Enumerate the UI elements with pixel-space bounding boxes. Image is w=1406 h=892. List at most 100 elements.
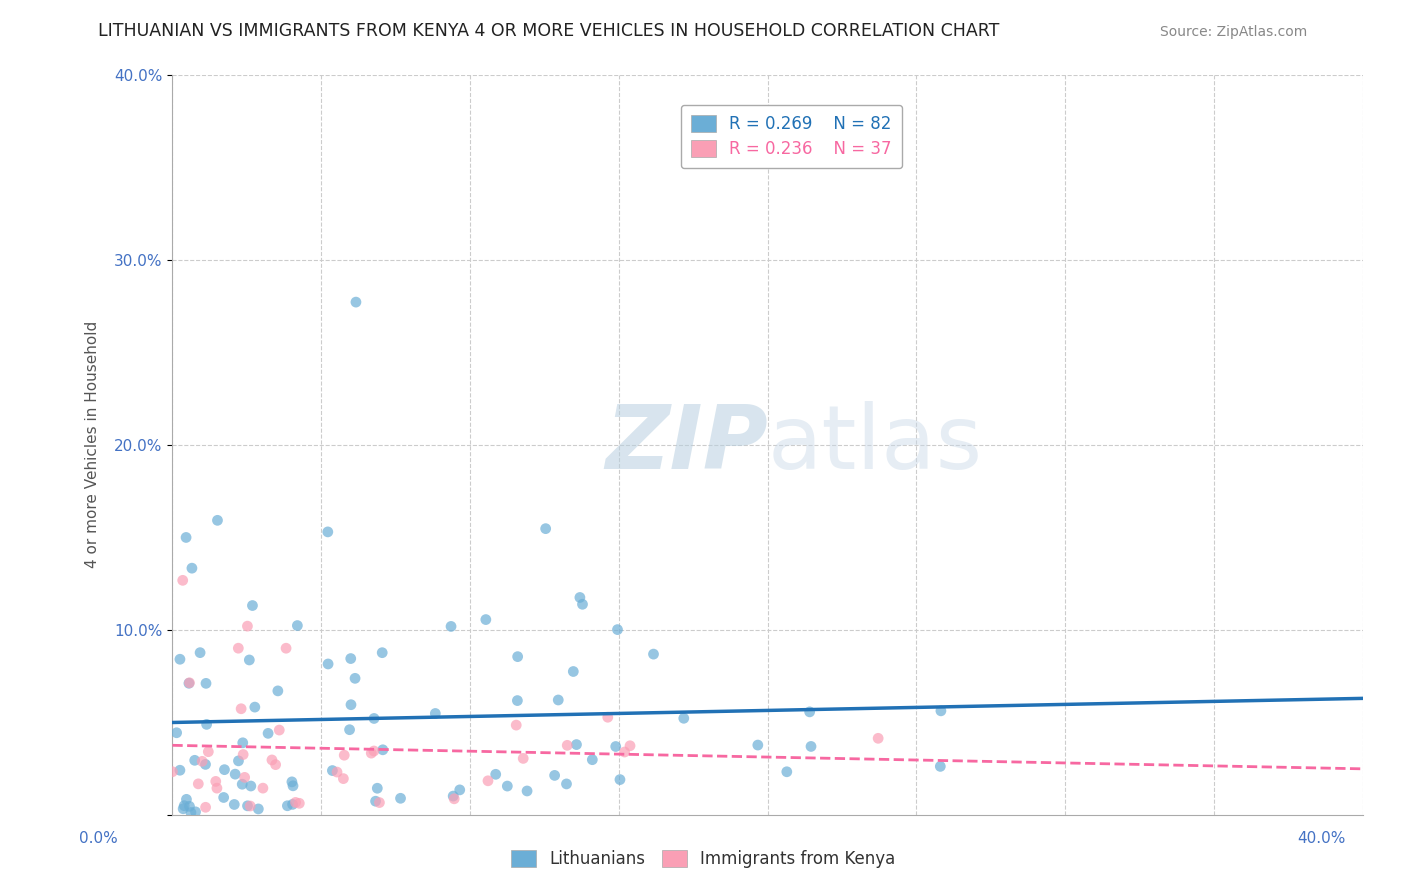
Point — [281, 797, 304, 812]
Point — [174, 531, 197, 545]
Point — [547, 693, 569, 707]
Point — [371, 743, 394, 757]
Text: ZIP: ZIP — [605, 401, 768, 488]
Point — [441, 789, 464, 803]
Point — [269, 723, 291, 737]
Point — [389, 791, 412, 805]
Point — [506, 693, 529, 707]
Point — [197, 745, 219, 759]
Point — [179, 675, 201, 690]
Legend: Lithuanians, Immigrants from Kenya: Lithuanians, Immigrants from Kenya — [503, 843, 903, 875]
Point — [443, 792, 465, 806]
Point — [231, 702, 253, 716]
Point — [264, 757, 287, 772]
Point — [449, 783, 471, 797]
Point — [477, 773, 499, 788]
Point — [224, 767, 246, 781]
Point — [332, 772, 354, 786]
Point — [260, 753, 283, 767]
Point — [173, 798, 195, 813]
Point — [176, 792, 198, 806]
Point — [371, 646, 394, 660]
Text: 0.0%: 0.0% — [79, 831, 118, 846]
Point — [344, 671, 367, 685]
Text: Source: ZipAtlas.com: Source: ZipAtlas.com — [1160, 25, 1308, 38]
Point — [195, 717, 218, 731]
Point — [247, 802, 270, 816]
Y-axis label: 4 or more Vehicles in Household: 4 or more Vehicles in Household — [86, 321, 100, 568]
Point — [747, 738, 769, 752]
Point — [288, 797, 311, 811]
Point — [274, 641, 297, 656]
Point — [162, 764, 184, 779]
Point — [799, 705, 821, 719]
Point — [233, 770, 256, 784]
Point — [562, 665, 585, 679]
Point — [571, 597, 593, 611]
Point — [169, 652, 191, 666]
Point — [232, 736, 254, 750]
Point — [425, 706, 447, 721]
Point — [475, 613, 498, 627]
Point — [194, 800, 217, 814]
Point — [868, 731, 890, 746]
Point — [214, 763, 236, 777]
Point — [340, 698, 363, 712]
Point — [505, 718, 527, 732]
Point — [204, 774, 226, 789]
Point — [224, 797, 246, 812]
Point — [231, 777, 253, 791]
Point — [326, 765, 349, 780]
Point — [534, 522, 557, 536]
Point — [172, 802, 194, 816]
Point — [187, 777, 209, 791]
Point — [316, 524, 339, 539]
Point — [276, 798, 298, 813]
Point — [287, 618, 309, 632]
Point — [177, 676, 200, 690]
Legend: R = 0.269    N = 82, R = 0.236    N = 37: R = 0.269 N = 82, R = 0.236 N = 37 — [681, 105, 901, 168]
Point — [267, 684, 290, 698]
Point — [363, 711, 385, 725]
Point — [363, 744, 385, 758]
Point — [238, 653, 260, 667]
Point — [929, 759, 952, 773]
Point — [257, 726, 280, 740]
Text: LITHUANIAN VS IMMIGRANTS FROM KENYA 4 OR MORE VEHICLES IN HOUSEHOLD CORRELATION : LITHUANIAN VS IMMIGRANTS FROM KENYA 4 OR… — [98, 21, 1000, 39]
Point — [344, 295, 367, 310]
Point — [228, 641, 250, 656]
Point — [619, 739, 641, 753]
Point — [252, 781, 274, 796]
Point — [205, 781, 228, 796]
Point — [596, 710, 619, 724]
Point — [609, 772, 631, 787]
Point — [568, 591, 591, 605]
Point — [613, 745, 636, 759]
Point — [281, 775, 304, 789]
Point — [800, 739, 823, 754]
Point — [207, 513, 229, 527]
Point — [194, 757, 217, 772]
Point — [228, 754, 250, 768]
Point — [485, 767, 508, 781]
Point — [243, 700, 266, 714]
Point — [236, 619, 259, 633]
Point — [506, 649, 529, 664]
Point — [239, 799, 262, 814]
Point — [606, 623, 628, 637]
Point — [281, 779, 304, 793]
Point — [512, 751, 534, 765]
Point — [179, 799, 201, 814]
Point — [516, 784, 538, 798]
Point — [166, 725, 188, 739]
Text: atlas: atlas — [768, 401, 983, 488]
Point — [172, 574, 194, 588]
Point — [581, 753, 603, 767]
Point — [180, 805, 202, 820]
Point — [339, 651, 361, 665]
Point — [239, 779, 262, 793]
Point — [183, 753, 205, 767]
Point — [672, 711, 695, 725]
Point — [440, 619, 463, 633]
Point — [366, 781, 388, 796]
